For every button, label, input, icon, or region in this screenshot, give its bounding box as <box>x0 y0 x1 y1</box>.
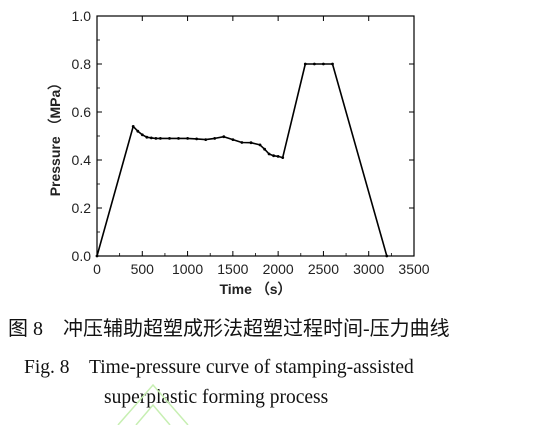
y-tick-label: 0.6 <box>72 104 92 120</box>
data-point <box>95 254 99 258</box>
data-point <box>145 135 149 139</box>
data-point <box>313 62 316 66</box>
figure-caption-english-line-1: Fig. 8 Time-pressure curve of stamping-a… <box>24 357 414 378</box>
y-tick-label: 1.0 <box>72 8 92 24</box>
y-tick-label: 0.8 <box>72 56 92 72</box>
data-point <box>240 141 244 144</box>
data-point <box>258 143 262 147</box>
data-point <box>159 137 162 140</box>
x-tick-label: 2000 <box>263 261 294 277</box>
data-point <box>154 137 158 140</box>
data-point <box>231 138 235 142</box>
data-point <box>272 154 275 158</box>
y-tick-label: 0.4 <box>72 152 92 168</box>
x-tick-label: 0 <box>93 261 101 277</box>
data-point <box>331 62 334 66</box>
data-point <box>140 133 144 137</box>
series-layer <box>95 62 389 258</box>
x-axis: 0 500 1000 1500 2000 2500 3000 3500 <box>93 16 430 277</box>
data-point <box>177 137 180 140</box>
x-tick-label: 1000 <box>172 261 203 277</box>
x-tick-label: 3000 <box>353 261 384 277</box>
data-point <box>249 141 253 145</box>
data-point <box>281 156 285 160</box>
data-point <box>168 137 171 140</box>
data-point <box>276 155 280 158</box>
data-point <box>263 147 266 151</box>
data-point <box>131 125 135 128</box>
x-axis-label: Time （s） <box>219 281 291 297</box>
series-line <box>96 63 388 257</box>
figure-caption-chinese: 图 8 冲压辅助超塑成形法超塑过程时间-压力曲线 <box>8 318 450 340</box>
data-point <box>204 138 208 142</box>
y-axis-label: Pressure （MPa） <box>47 76 63 197</box>
data-point <box>195 137 199 141</box>
x-tick-label: 2500 <box>308 261 339 277</box>
data-point <box>303 62 307 66</box>
x-tick-label: 500 <box>131 261 155 277</box>
data-point <box>186 137 190 140</box>
data-point <box>149 136 153 140</box>
y-tick-label: 0.0 <box>72 248 92 264</box>
y-axis: 0.0 0.2 0.4 0.6 0.8 1.0 <box>72 8 414 264</box>
x-tick-label: 3500 <box>398 261 429 277</box>
watermark-logo <box>117 383 189 425</box>
y-tick-label: 0.2 <box>72 200 92 216</box>
data-point <box>267 152 271 156</box>
data-point <box>222 135 226 139</box>
data-point <box>385 254 389 258</box>
data-point <box>322 62 325 66</box>
x-tick-label: 1500 <box>217 261 248 277</box>
data-point <box>136 129 140 133</box>
data-point <box>213 137 217 140</box>
